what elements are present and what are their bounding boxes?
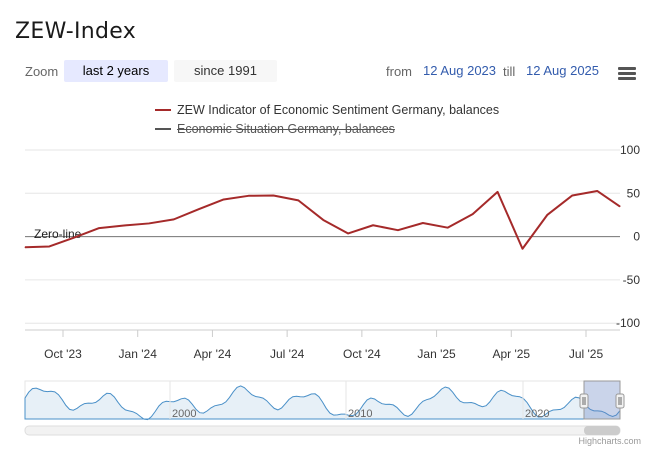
zoom-since-1991-button[interactable]: since 1991 xyxy=(174,60,277,82)
legend-item-sentiment[interactable]: ZEW Indicator of Economic Sentiment Germ… xyxy=(155,103,499,117)
data-point xyxy=(619,206,621,208)
data-point xyxy=(472,213,474,215)
zoom-label: Zoom xyxy=(25,64,59,79)
page-title: ZEW-Index xyxy=(15,19,137,44)
legend-item-situation[interactable]: Economic Situation Germany, balances xyxy=(155,122,395,136)
range-till-input[interactable]: 12 Aug 2025 xyxy=(526,63,600,78)
data-point xyxy=(223,198,225,200)
navigator-tick-label: 2020 xyxy=(525,408,549,420)
y-tick-label: -50 xyxy=(623,273,641,287)
data-point xyxy=(48,245,50,247)
x-tick-label: Oct '23 xyxy=(44,347,82,361)
range-from-input[interactable]: 12 Aug 2023 xyxy=(423,63,497,78)
x-tick-label: Oct '24 xyxy=(343,347,381,361)
navigator-handle[interactable] xyxy=(615,393,625,409)
series-line-sentiment xyxy=(24,189,621,250)
hamburger-menu-icon[interactable] xyxy=(618,67,636,81)
range-till-label: till xyxy=(503,64,516,79)
data-point xyxy=(248,195,250,197)
data-point xyxy=(447,227,449,229)
x-axis-ticks: Oct '23 Jan '24 Apr '24 Jul '24 Oct '24 Jan '… xyxy=(44,330,603,361)
data-point xyxy=(596,190,598,192)
x-tick-label: Jul '25 xyxy=(569,347,604,361)
zoom-last-2-years-button[interactable]: last 2 years xyxy=(64,60,168,82)
data-point xyxy=(422,222,424,224)
x-tick-label: Apr '25 xyxy=(492,347,530,361)
data-point xyxy=(272,194,274,196)
data-point xyxy=(497,191,499,193)
data-point xyxy=(73,237,75,239)
data-point xyxy=(24,246,26,248)
y-tick-label: -100 xyxy=(616,316,640,330)
data-point xyxy=(571,194,573,196)
navigator-frame xyxy=(24,380,621,420)
scrollbar-thumb[interactable] xyxy=(584,426,620,435)
legend-swatch-sentiment xyxy=(155,108,171,111)
y-axis-labels: 100 50 0 -50 -100 xyxy=(616,143,640,330)
data-point xyxy=(322,219,324,221)
data-point xyxy=(397,229,399,231)
data-point xyxy=(297,199,299,201)
legend-label-sentiment: ZEW Indicator of Economic Sentiment Germ… xyxy=(177,103,500,117)
data-point xyxy=(347,232,349,234)
data-point xyxy=(198,208,200,210)
range-from-label: from xyxy=(386,64,412,79)
y-tick-label: 0 xyxy=(633,230,640,244)
navigator-tick-label: 2000 xyxy=(172,408,196,420)
navigator-series xyxy=(24,385,621,421)
data-point xyxy=(173,218,175,220)
legend-label-situation: Economic Situation Germany, balances xyxy=(177,122,395,136)
data-point xyxy=(372,224,374,226)
x-tick-label: Jan '24 xyxy=(119,347,158,361)
navigator-tick-label: 2010 xyxy=(348,408,372,420)
x-tick-label: Apr '24 xyxy=(194,347,232,361)
y-tick-label: 100 xyxy=(620,143,640,157)
navigator: 2000 2010 2020 xyxy=(24,380,625,436)
y-tick-label: 50 xyxy=(627,186,641,200)
chart-grid xyxy=(25,149,620,331)
data-point xyxy=(546,214,548,216)
series-group xyxy=(24,189,621,250)
data-point xyxy=(98,227,100,229)
x-tick-label: Jul '24 xyxy=(270,347,305,361)
x-tick-label: Jan '25 xyxy=(417,347,456,361)
legend-swatch-situation xyxy=(155,127,171,130)
navigator-selection[interactable] xyxy=(583,380,621,420)
data-point xyxy=(148,222,150,224)
zero-line-annotation: Zero-line xyxy=(34,227,82,241)
credits-link[interactable]: Highcharts.com xyxy=(578,436,641,446)
data-point xyxy=(123,225,125,227)
data-point xyxy=(521,248,523,250)
navigator-handle[interactable] xyxy=(579,393,589,409)
scrollbar-track xyxy=(24,425,621,436)
